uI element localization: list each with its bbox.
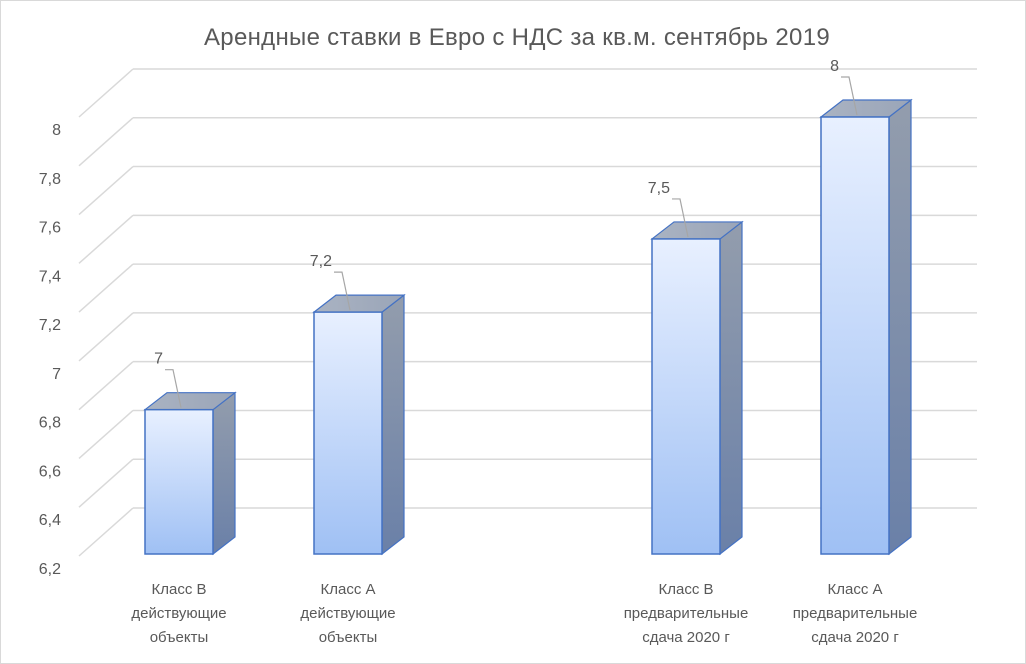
chart-title: Арендные ставки в Евро с НДС за кв.м. се…	[204, 24, 830, 51]
y-tick-label: 7,8	[39, 171, 61, 188]
category-label: предварительные	[793, 605, 918, 622]
category-label: объекты	[150, 629, 209, 646]
y-tick-label: 8	[52, 122, 61, 139]
bar-side	[719, 220, 743, 556]
category-label: объекты	[319, 629, 378, 646]
data-labels: 7 7,2 7,5 8	[154, 58, 858, 408]
bar	[143, 391, 237, 556]
y-tick-label: 6,2	[39, 561, 61, 578]
y-tick-label: 6,4	[39, 512, 61, 529]
gridline-diagonal	[78, 263, 134, 313]
gridline-diagonal	[78, 68, 134, 118]
bar-front	[144, 408, 214, 555]
y-tick-label: 6,6	[39, 463, 61, 480]
data-label-leader	[841, 76, 858, 116]
category-label: сдача 2020 г	[811, 629, 899, 646]
data-label-leader	[165, 369, 182, 408]
data-label: 8	[830, 58, 839, 75]
data-label-leader	[334, 271, 351, 311]
bar	[650, 220, 744, 556]
y-tick-label: 7,6	[39, 220, 61, 237]
category-label: действующие	[131, 605, 226, 622]
bar-front	[313, 311, 383, 555]
gridline-diagonal	[78, 361, 134, 411]
data-label: 7	[154, 351, 163, 368]
y-tick-label: 7	[52, 366, 61, 383]
data-label-leader	[672, 198, 689, 238]
bar	[312, 293, 406, 556]
bar-front	[820, 116, 890, 555]
y-tick-label: 7,2	[39, 317, 61, 334]
category-label: предварительные	[624, 605, 749, 622]
bar-side	[381, 293, 405, 556]
bar	[819, 98, 913, 556]
y-tick-label: 7,4	[39, 268, 61, 285]
category-label: Класс В	[151, 581, 206, 598]
y-tick-label: 6,8	[39, 415, 61, 432]
x-axis: Класс В действующие объекты Класс А действую…	[131, 581, 917, 646]
gridline-diagonal	[78, 507, 134, 557]
category-label: Класс А	[827, 581, 882, 598]
gridline-diagonal	[78, 458, 134, 508]
gridline-diagonal	[78, 165, 134, 216]
category-label: сдача 2020 г	[642, 629, 730, 646]
gridline-diagonal	[78, 214, 134, 264]
y-axis: 6,2 6,4 6,6 6,8 7 7,2 7,4 7,6 7,8 8	[39, 122, 61, 578]
bars-layer	[143, 98, 913, 556]
category-label: Класс А	[320, 581, 375, 598]
bar-side	[212, 391, 236, 556]
gridline-diagonal	[78, 409, 134, 460]
category-label: Класс В	[658, 581, 713, 598]
data-label: 7,5	[648, 180, 670, 197]
category-label: действующие	[300, 605, 395, 622]
gridline-diagonal	[78, 117, 134, 167]
gridline-diagonal	[78, 312, 134, 362]
bar-side	[888, 98, 912, 556]
bar-front	[651, 238, 721, 555]
data-label: 7,2	[310, 253, 332, 270]
